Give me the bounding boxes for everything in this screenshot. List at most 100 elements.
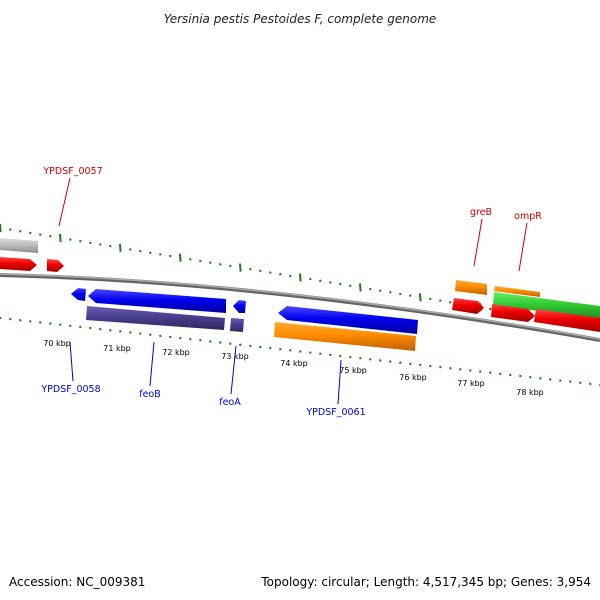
cds-greB[interactable] [455,280,487,295]
kbp-tick-label: 76 kbp [399,373,427,382]
upper-tick-mark [99,243,102,246]
lower-tick-mark [179,336,182,340]
lower-tick-mark [239,343,242,347]
lower-tick-mark [429,364,432,368]
lower-tick-mark [189,337,192,341]
label-connectors [58,177,528,405]
kbp-tick-label: 73 kbp [221,352,249,361]
lower-tick-mark [89,326,92,330]
label-greB[interactable]: greB [470,207,492,218]
upper-tick-mark [119,243,122,252]
lower-tick-mark [119,330,122,333]
lower-tick-mark [279,347,282,351]
kbp-tick-label: 72 kbp [162,348,190,357]
label-ompR[interactable]: ompR [514,211,542,222]
lower-tick-mark [219,341,222,344]
lower-tick-mark [9,317,12,321]
label-feoA[interactable]: feoA [219,397,241,408]
lower-tick-mark [299,350,302,353]
kbp-tick-label: 75 kbp [339,366,367,375]
cds-feoA[interactable] [233,300,246,313]
lower-tick-mark [59,323,62,326]
lower-tick-mark [199,339,202,342]
upper-tick-mark [399,292,402,296]
upper-tick-mark [229,264,232,268]
lower-tick-mark [289,349,292,352]
connector-feoB [149,341,155,387]
upper-tick-mark [359,283,362,292]
label-YPDSF-0061[interactable]: YPDSF_0061 [305,407,365,418]
upper-tick-mark [269,271,272,274]
lower-tick-mark [449,366,452,370]
accession-text: Accession: NC_009381 [9,575,145,589]
lower-tick-mark [39,321,42,324]
label-YPDSF-0057[interactable]: YPDSF_0057 [42,166,102,177]
cds-red-greB-adjacent[interactable] [452,298,484,314]
kbp-tick-label: 71 kbp [103,344,131,353]
cds-grey-partial[interactable] [0,238,38,253]
kbp-tick-label: 70 kbp [43,339,71,348]
kbp-tick-label: 78 kbp [516,388,544,397]
upper-tick-mark [109,244,112,248]
reverse-strand-features [71,288,418,351]
upper-tick-mark [319,279,322,283]
cds-feoB[interactable] [88,289,226,313]
lower-tick-mark [149,333,152,337]
lower-tick-mark [339,354,342,358]
upper-tick-mark [279,272,282,276]
genome-backbone-highlight [0,273,600,340]
cds-red-right[interactable] [534,309,600,332]
upper-tick-mark [489,307,492,311]
cds-feoA-lower[interactable] [230,318,244,332]
genome-summary-text: Topology: circular; Length: 4,517,345 bp… [260,575,591,589]
lower-tick-mark [69,324,72,328]
cds-ompR[interactable] [494,286,540,297]
cds-YPDSF-0061-lower[interactable] [274,322,416,351]
lower-tick-mark [419,363,422,367]
kbp-scale-labels: 70 kbp 71 kbp 72 kbp 73 kbp 74 kbp 75 kbp 76 k… [43,339,544,397]
lower-tick-mark [249,344,252,348]
upper-tick-mark [419,293,422,302]
lower-tick-mark [29,320,32,323]
lower-tick-mark [529,375,532,379]
cds-feoB-lower[interactable] [86,306,225,330]
upper-tick-mark [189,258,192,261]
upper-tick-mark [289,274,292,278]
upper-tick-mark [69,238,72,241]
lower-tick-mark [49,322,52,325]
cds-red-ompR[interactable] [491,304,535,322]
upper-tick-mark [29,231,32,235]
cds-YPDSF-0058[interactable] [71,288,86,301]
lower-tick-mark [139,332,142,335]
upper-tick-mark [299,273,302,282]
upper-tick-mark [159,253,162,256]
label-YPDSF-0058[interactable]: YPDSF_0058 [40,384,100,395]
lower-tick-mark [569,380,572,383]
lower-tick-mark [549,378,552,381]
lower-tick-mark [379,359,382,362]
cds-YPDSF-0057[interactable] [0,257,37,271]
lower-tick-mark [99,327,102,331]
connector-greB [473,218,483,267]
kbp-tick-label: 74 kbp [280,359,308,368]
upper-tick-mark [169,254,172,258]
upper-tick-mark [409,294,412,297]
lower-tick-mark [369,358,372,361]
cds-red-small[interactable] [47,259,64,272]
cds-YPDSF-0061[interactable] [278,306,418,334]
lower-tick-mark [489,371,492,375]
upper-tick-mark [329,281,332,284]
lower-tick-mark [519,374,522,378]
forward-strand-features [0,238,600,332]
lower-tick-mark [509,373,512,377]
lower-tick-mark [349,355,352,359]
lower-tick-mark [579,381,582,385]
label-feoB[interactable]: feoB [139,389,161,400]
cds-green[interactable] [493,292,600,319]
upper-tick-mark [369,287,372,291]
lower-tick-mark [109,328,112,332]
lower-tick-mark [409,362,412,366]
gene-labels: YPDSF_0057 greB ompR YPDSF_0058 feoB feo… [40,166,542,418]
upper-tick-mark [19,230,22,233]
